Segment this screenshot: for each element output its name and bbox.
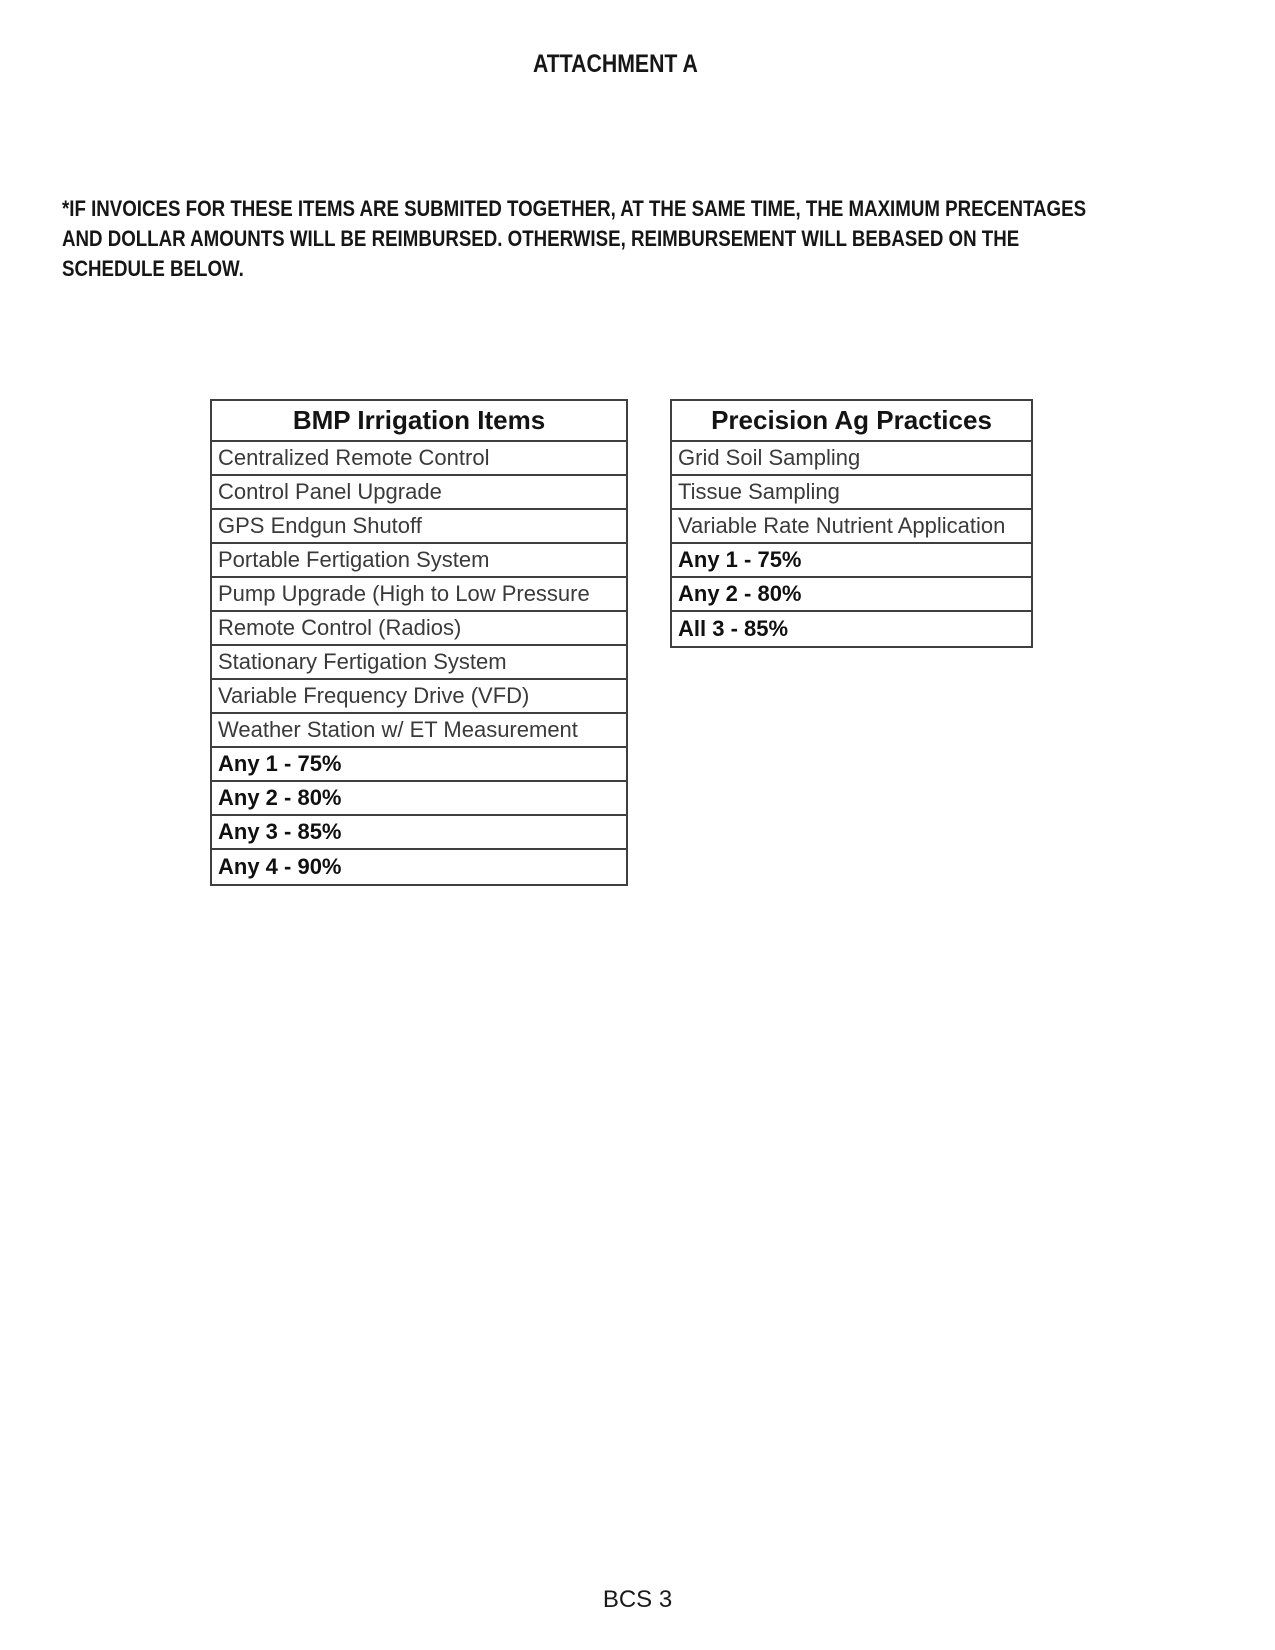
table-row: Tissue Sampling (672, 476, 1031, 510)
schedule-row: Any 3 - 85% (212, 816, 626, 850)
table-row: Centralized Remote Control (212, 442, 626, 476)
table-row: Portable Fertigation System (212, 544, 626, 578)
table-row: Remote Control (Radios) (212, 612, 626, 646)
table-row: Variable Rate Nutrient Application (672, 510, 1031, 544)
page-title: ATTACHMENT A (533, 50, 698, 78)
schedule-row: Any 2 - 80% (212, 782, 626, 816)
table-row: Stationary Fertigation System (212, 646, 626, 680)
notice-line: SCHEDULE BELOW. (62, 256, 244, 281)
schedule-row: Any 1 - 75% (212, 748, 626, 782)
table-row: Grid Soil Sampling (672, 442, 1031, 476)
precision-table-header: Precision Ag Practices (672, 401, 1031, 442)
table-row: Weather Station w/ ET Measurement (212, 714, 626, 748)
table-row: Pump Upgrade (High to Low Pressure (212, 578, 626, 612)
schedule-row: Any 1 - 75% (672, 544, 1031, 578)
bmp-table-header: BMP Irrigation Items (212, 401, 626, 442)
schedule-row: All 3 - 85% (678, 616, 789, 641)
bmp-irrigation-table: BMP Irrigation Items Centralized Remote … (210, 399, 628, 886)
schedule-row: Any 2 - 80% (672, 578, 1031, 612)
notice-line: AND DOLLAR AMOUNTS WILL BE REIMBURSED. O… (62, 226, 1020, 251)
footer-page-label: BCS 3 (602, 1586, 673, 1613)
precision-ag-table: Precision Ag Practices Grid Soil Samplin… (670, 399, 1033, 648)
table-row: Variable Frequency Drive (VFD) (212, 680, 626, 714)
table-row: Control Panel Upgrade (212, 476, 626, 510)
schedule-row: Any 4 - 90% (218, 854, 342, 879)
notice-line: *IF INVOICES FOR THESE ITEMS ARE SUBMITE… (62, 196, 1087, 221)
notice-paragraph: *IF INVOICES FOR THESE ITEMS ARE SUBMITE… (62, 194, 1267, 284)
table-row: GPS Endgun Shutoff (212, 510, 626, 544)
